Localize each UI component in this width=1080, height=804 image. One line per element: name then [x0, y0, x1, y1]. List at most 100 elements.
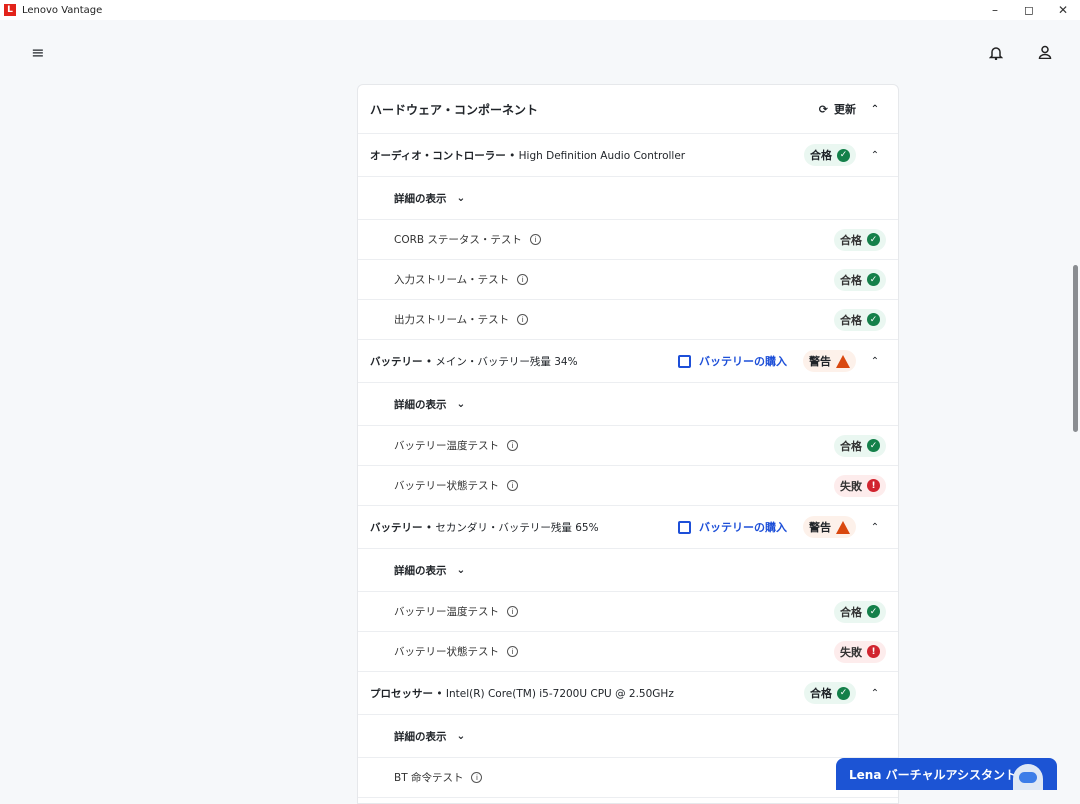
status-label: 合格 [810, 687, 832, 700]
collapse-chevron-icon[interactable]: ⌃ [870, 687, 880, 699]
assistant-label: Lena バーチャルアシスタント [849, 767, 1018, 782]
info-icon[interactable]: i [529, 234, 541, 245]
chevron-down-icon: ⌄ [456, 192, 466, 204]
card-title: ハードウェア・コンポーネント [370, 102, 539, 117]
component-name: バッテリー • セカンダリ・バッテリー残量 65% [370, 521, 599, 534]
menu-toggle-icon[interactable]: ≡ [31, 42, 45, 62]
test-row: バッテリー温度テスト i 合格 ✓ [358, 426, 898, 466]
status-badge: 合格 ✓ [834, 308, 886, 331]
maximize-button[interactable]: ◻ [1024, 3, 1034, 17]
status-badge: 合格 ✓ [834, 228, 886, 251]
buy-battery-link[interactable]: バッテリーの購入 [678, 353, 787, 369]
bell-icon[interactable] [986, 42, 1006, 62]
component-row[interactable]: バッテリー • メイン・バッテリー残量 34% バッテリーの購入 警告 ⌃ [358, 340, 898, 383]
refresh-icon: ⟳ [818, 102, 828, 116]
buy-battery-link[interactable]: バッテリーの購入 [678, 519, 787, 535]
component-type: オーディオ・コントローラー [370, 149, 506, 162]
warning-icon [836, 520, 850, 534]
status-label: 合格 [840, 233, 862, 247]
status-badge: 合格 ✓ [834, 268, 886, 291]
card-header: ハードウェア・コンポーネント ⟳ 更新 ⌃ [358, 85, 898, 134]
hardware-components-card: ハードウェア・コンポーネント ⟳ 更新 ⌃ オーディオ・コントローラー • Hig… [357, 84, 899, 804]
scrollbar[interactable] [1070, 84, 1080, 790]
test-row: BT 命令テスト i [358, 758, 898, 798]
minimize-button[interactable]: – [992, 3, 998, 17]
test-row: 出力ストリーム・テスト i 合格 ✓ [358, 300, 898, 340]
robot-icon [1013, 764, 1043, 790]
status-badge: 合格 ✓ [834, 600, 886, 623]
check-circle-icon: ✓ [837, 686, 850, 700]
buy-battery-label: バッテリーの購入 [699, 521, 787, 534]
check-circle-icon: ✓ [837, 148, 850, 162]
info-icon[interactable]: i [507, 440, 518, 451]
collapse-chevron-icon[interactable]: ⌃ [870, 355, 880, 367]
component-row[interactable]: プロセッサー • Intel(R) Core(TM) i5-7200U CPU … [358, 672, 898, 715]
check-circle-icon: ✓ [867, 605, 880, 618]
status-badge: 失敗! [834, 640, 886, 663]
chevron-down-icon: ⌄ [456, 564, 466, 576]
error-icon: ! [867, 645, 880, 658]
component-name: バッテリー • メイン・バッテリー残量 34% [370, 355, 578, 368]
status-label: 警告 [809, 521, 831, 534]
info-icon[interactable]: i [507, 480, 518, 491]
info-icon[interactable]: i [507, 606, 518, 617]
show-details-toggle[interactable]: 詳細の表示 ⌄ [358, 549, 898, 592]
component-name: オーディオ・コントローラー • High Definition Audio Co… [370, 149, 686, 162]
component-row[interactable]: オーディオ・コントローラー • High Definition Audio Co… [358, 134, 898, 177]
show-details-toggle[interactable]: 詳細の表示 ⌄ [358, 177, 898, 220]
refresh-button[interactable]: ⟳ 更新 [819, 101, 856, 117]
component-type: プロセッサー [370, 687, 433, 700]
show-details-label: 詳細の表示 [394, 730, 447, 743]
info-icon[interactable]: i [507, 646, 518, 657]
component-detail: Intel(R) Core(TM) i5-7200U CPU @ 2.50GHz [445, 687, 674, 700]
status-badge: 失敗! [834, 474, 886, 497]
collapse-chevron-icon[interactable]: ⌃ [870, 521, 880, 533]
collapse-chevron-icon[interactable]: ⌃ [870, 149, 880, 161]
check-circle-icon: ✓ [867, 233, 880, 246]
test-row: バッテリー状態テスト i 失敗! [358, 466, 898, 506]
show-details-toggle[interactable]: 詳細の表示 ⌄ [358, 715, 898, 758]
status-label: 合格 [840, 605, 862, 619]
show-details-label: 詳細の表示 [394, 398, 447, 411]
status-label: 警告 [809, 355, 831, 368]
component-type: バッテリー [370, 521, 423, 534]
chevron-down-icon: ⌄ [456, 398, 466, 410]
show-details-toggle[interactable]: 詳細の表示 ⌄ [358, 383, 898, 426]
check-circle-icon: ✓ [867, 439, 880, 452]
test-label: バッテリー状態テスト [394, 646, 499, 658]
status-label: 失敗 [840, 645, 862, 659]
check-circle-icon: ✓ [867, 313, 880, 326]
test-label: BT 命令テスト [394, 772, 464, 784]
check-circle-icon: ✓ [867, 273, 880, 286]
component-type: バッテリー [370, 355, 423, 368]
user-icon[interactable] [1035, 42, 1055, 62]
component-row[interactable]: バッテリー • セカンダリ・バッテリー残量 65% バッテリーの購入 警告 ⌃ [358, 506, 898, 549]
virtual-assistant-button[interactable]: Lena バーチャルアシスタント [836, 758, 1057, 790]
status-label: 合格 [840, 313, 862, 327]
info-icon[interactable]: i [517, 274, 529, 285]
status-badge: 合格 ✓ [804, 682, 856, 704]
refresh-label: 更新 [834, 103, 856, 116]
test-row: バッテリー温度テスト i 合格 ✓ [358, 592, 898, 632]
lenovo-logo-icon: L [4, 4, 16, 16]
show-details-label: 詳細の表示 [394, 564, 447, 577]
status-badge: 警告 [803, 350, 856, 372]
error-icon: ! [867, 479, 880, 492]
status-label: 合格 [840, 439, 862, 453]
close-button[interactable]: ✕ [1057, 3, 1069, 17]
info-icon[interactable]: i [517, 314, 529, 325]
collapse-chevron-icon[interactable]: ⌃ [870, 103, 880, 115]
component-detail: High Definition Audio Controller [518, 149, 686, 162]
window-title: Lenovo Vantage [22, 4, 103, 16]
warning-icon [836, 354, 850, 368]
test-row: バッテリー状態テスト i 失敗! [358, 632, 898, 672]
status-badge: 合格 ✓ [834, 434, 886, 457]
test-label: CORB ステータス・テスト [394, 234, 522, 246]
info-icon[interactable]: i [471, 772, 483, 783]
scrollbar-thumb[interactable] [1073, 265, 1078, 432]
test-row: 入力ストリーム・テスト i 合格 ✓ [358, 260, 898, 300]
component-name: プロセッサー • Intel(R) Core(TM) i5-7200U CPU … [370, 687, 674, 700]
component-detail: セカンダリ・バッテリー残量 65% [435, 521, 599, 534]
test-label: バッテリー温度テスト [394, 606, 499, 618]
buy-battery-label: バッテリーの購入 [699, 355, 787, 368]
